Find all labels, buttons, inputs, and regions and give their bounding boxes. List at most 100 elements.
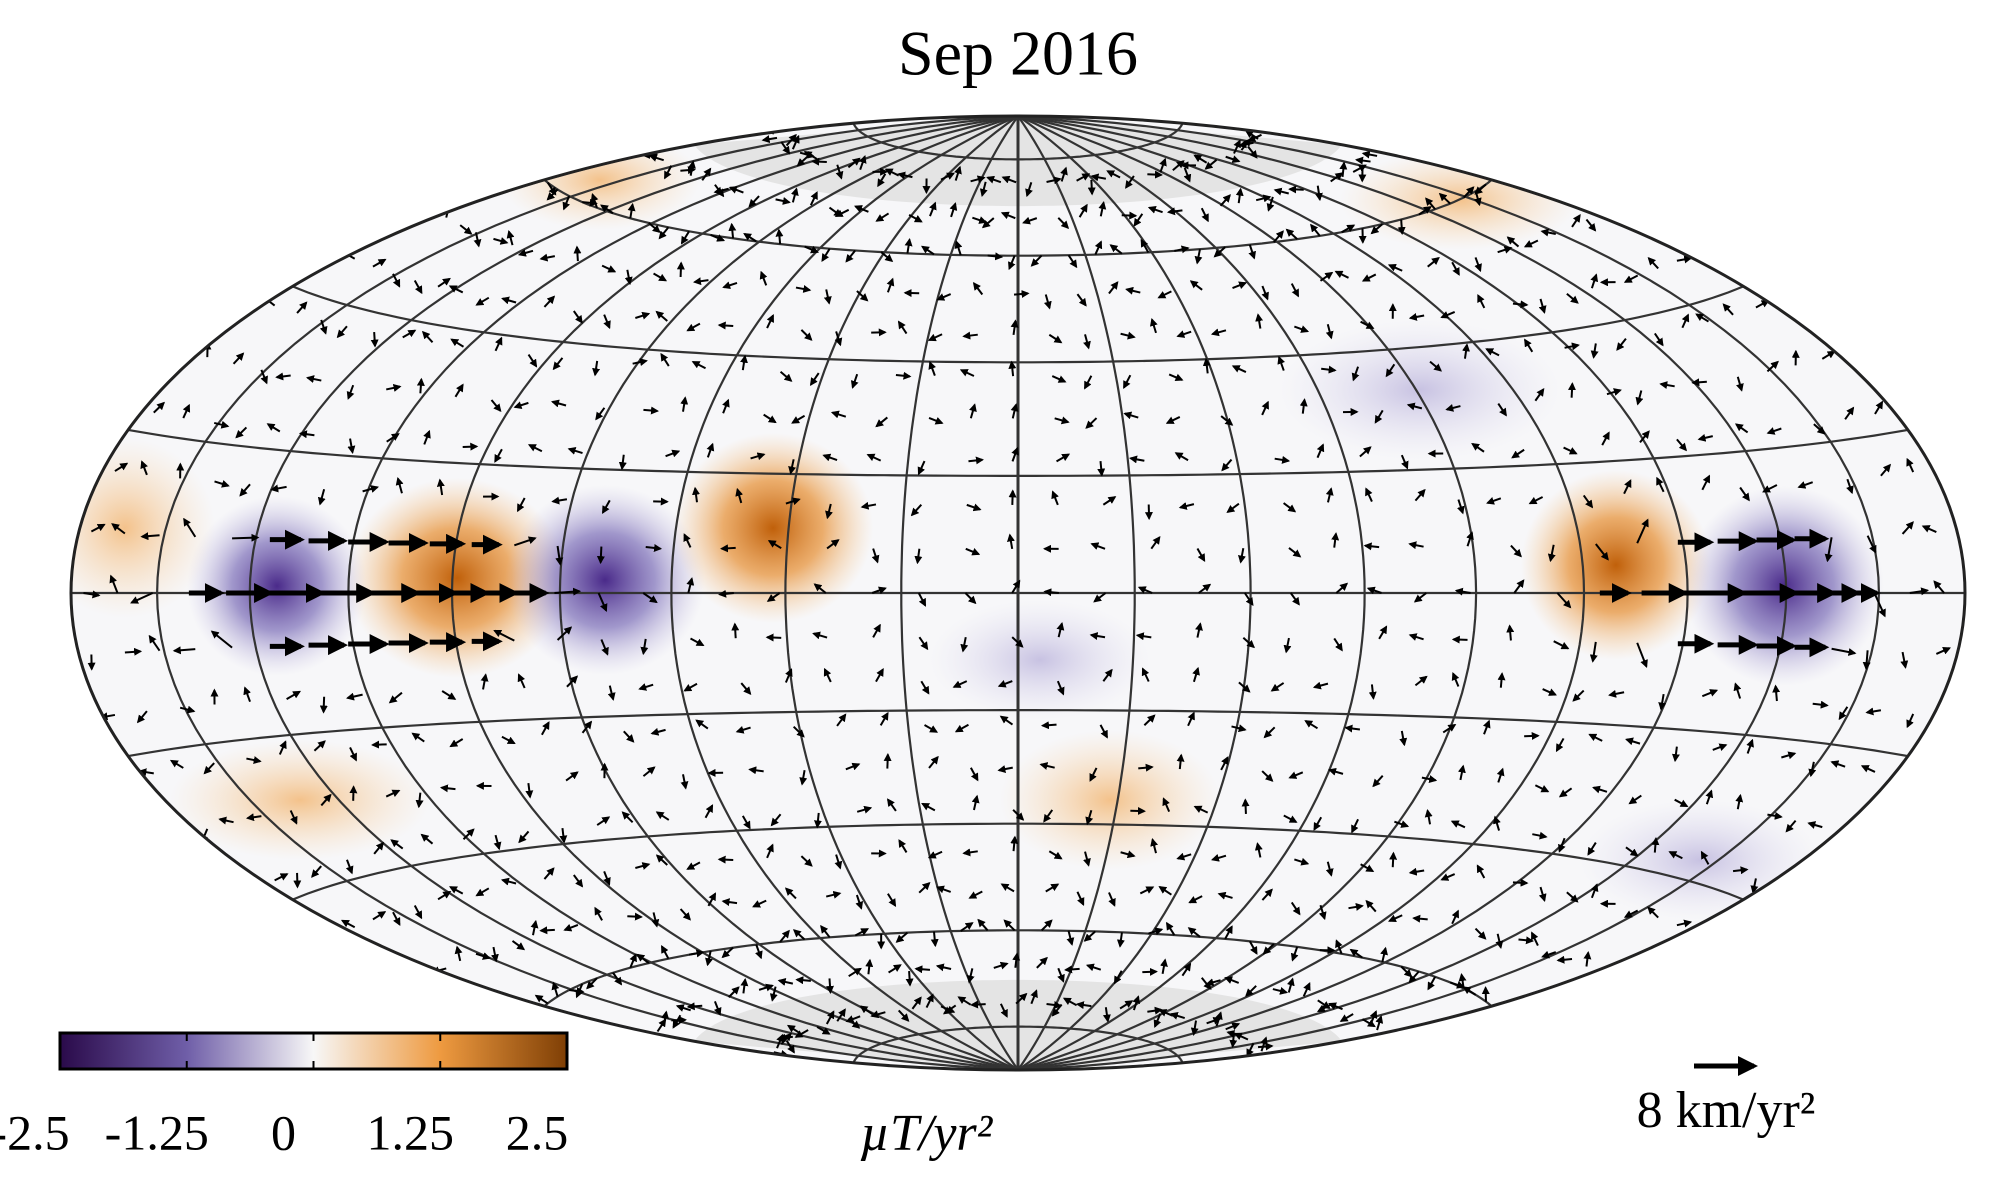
flow-arrow [910,504,923,517]
flow-arrow [1397,219,1406,236]
flow-arrow [586,977,598,990]
flow-arrow [635,862,651,870]
flow-arrow [1030,989,1038,1005]
flow-arrow [590,193,599,209]
flow-arrow [501,296,517,305]
flow-arrow [1139,886,1155,895]
flow-arrow [1335,582,1349,594]
flow-arrow [1524,731,1540,740]
flow-arrow [1176,852,1192,861]
flow-arrow [1196,547,1206,563]
flow-arrow [1623,274,1639,283]
flow-arrow [1348,902,1364,911]
flow-arrow [1681,313,1690,329]
flow-arrow [1361,150,1378,159]
flow-arrow [809,372,820,386]
flow-arrow [1078,203,1088,218]
flow-arrow [713,1000,722,1016]
flow-arrow [183,517,197,538]
flow-arrow [1474,927,1487,940]
flow-arrow [908,214,923,223]
flow-arrow [1194,248,1203,265]
flow-arrow [1165,416,1181,424]
field-blob [930,600,1150,720]
flow-arrow [436,478,445,496]
flow-arrow [1288,771,1304,779]
flow-arrow [1372,774,1384,788]
flow-arrow [421,330,434,343]
flow-arrow [888,964,902,974]
flow-arrow [1349,948,1364,959]
flow-arrow [90,523,106,533]
flow-arrow [1075,1001,1092,1010]
flow-arrow [1532,831,1548,840]
meridian [1017,116,1478,1070]
flow-arrow [136,710,148,724]
flow-arrow [600,204,614,215]
flow-arrow [565,771,579,782]
flow-arrow [879,711,889,726]
flow-arrow [392,273,401,288]
flow-arrow [1418,206,1432,216]
flow-arrow [1824,537,1833,563]
flow-arrow [1048,850,1063,860]
flow-arrow [402,329,417,339]
flow-arrow [1772,684,1781,702]
flow-arrow [690,637,705,647]
flow-arrow [1497,246,1513,254]
flow-arrow [1220,415,1234,426]
flow-arrow [462,442,479,451]
flow-arrow [1113,970,1123,985]
flow-arrow [296,301,308,314]
flow-arrow [680,230,690,245]
flow-arrow [653,272,668,282]
flow-arrow [940,172,956,181]
flow-arrow [1051,1003,1063,1017]
flow-arrow [959,369,975,377]
flow-arrow [855,894,864,910]
flow-arrow [979,181,988,197]
flow-arrow [1189,280,1203,291]
flow-arrow [752,899,767,908]
flow-arrow [601,264,617,273]
flow-arrow [340,919,356,929]
flow-arrow [1361,273,1377,282]
flow-arrow [494,336,503,352]
flow-arrow [825,1010,835,1025]
flow-arrow [795,285,812,293]
colorbar-tick-label: 0 [271,1104,296,1160]
flow-arrow [1830,760,1846,768]
flow-arrow [1010,403,1019,419]
flow-arrow [1785,819,1797,833]
flow-arrow [1198,583,1212,594]
flow-arrow [373,841,385,855]
flow-arrow [437,277,451,288]
flow-arrow [1412,914,1428,923]
flow-arrow [679,908,691,921]
flow-arrow [972,282,984,296]
flow-arrow [727,986,740,998]
flow-arrow [770,813,782,827]
flow-arrow [740,977,749,994]
flow-arrow [1590,343,1599,359]
flow-arrow [1408,541,1424,550]
flow-arrow [1247,133,1262,142]
flow-arrow [213,420,230,429]
flow-arrow [182,403,191,419]
flow-arrow [1285,228,1298,240]
flow-arrow [513,401,529,410]
flow-arrow [138,768,154,777]
flow-arrow [1659,381,1675,389]
flow-arrow [1440,311,1456,319]
flow-arrow [1762,484,1778,493]
flow-arrow [1097,461,1106,477]
flow-arrow [1219,194,1231,207]
flow-arrow [1304,720,1319,730]
flow-arrow [111,523,126,535]
flow-arrow [551,981,560,997]
flow-arrow [704,804,714,819]
flow-arrow [386,433,400,443]
flow-arrow [1238,681,1251,693]
flow-arrow [1142,967,1158,976]
flow-arrow [554,587,582,596]
